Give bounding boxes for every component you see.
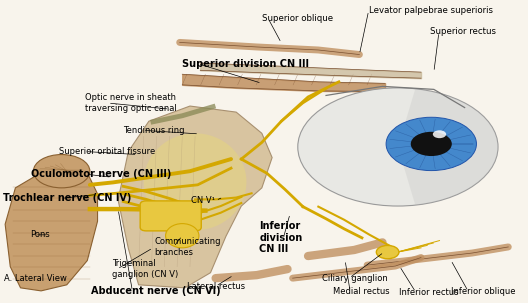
Circle shape xyxy=(433,130,446,138)
Text: Pons: Pons xyxy=(30,230,50,239)
Text: A. Lateral View: A. Lateral View xyxy=(4,274,67,283)
Circle shape xyxy=(411,132,452,156)
Ellipse shape xyxy=(33,155,90,188)
Text: Trigeminal
ganglion (CN V): Trigeminal ganglion (CN V) xyxy=(112,259,178,279)
Wedge shape xyxy=(398,89,498,205)
Circle shape xyxy=(386,117,476,171)
Text: Optic nerve in sheath
traversing optic canal: Optic nerve in sheath traversing optic c… xyxy=(84,93,176,113)
Polygon shape xyxy=(118,106,272,288)
Text: Inferior oblique: Inferior oblique xyxy=(451,287,515,296)
Text: CN V¹: CN V¹ xyxy=(191,196,215,205)
Circle shape xyxy=(376,245,399,259)
Text: Medial rectus: Medial rectus xyxy=(333,287,389,296)
FancyBboxPatch shape xyxy=(140,201,201,231)
Polygon shape xyxy=(5,170,98,291)
Text: Superior orbital fissure: Superior orbital fissure xyxy=(59,147,155,156)
Text: Ciliary ganglion: Ciliary ganglion xyxy=(323,274,388,283)
Text: Tendinous ring: Tendinous ring xyxy=(123,126,185,135)
Text: Inferior
division
CN III: Inferior division CN III xyxy=(259,221,303,255)
Text: Lateral rectus: Lateral rectus xyxy=(187,282,246,291)
Text: Inferior rectus: Inferior rectus xyxy=(400,288,459,297)
Text: Communicating
branches: Communicating branches xyxy=(154,237,221,257)
Ellipse shape xyxy=(166,224,199,248)
Text: Superior rectus: Superior rectus xyxy=(430,27,496,36)
Text: Oculomotor nerve (CN III): Oculomotor nerve (CN III) xyxy=(31,169,171,179)
Text: Superior oblique: Superior oblique xyxy=(262,14,333,23)
Text: Levator palpebrae superioris: Levator palpebrae superioris xyxy=(369,6,493,15)
Text: Superior division CN III: Superior division CN III xyxy=(182,58,309,69)
Text: Trochlear nerve (CN IV): Trochlear nerve (CN IV) xyxy=(3,193,131,204)
Ellipse shape xyxy=(144,133,247,230)
Circle shape xyxy=(298,88,498,206)
Text: Abducent nerve (CN VI): Abducent nerve (CN VI) xyxy=(91,286,221,297)
